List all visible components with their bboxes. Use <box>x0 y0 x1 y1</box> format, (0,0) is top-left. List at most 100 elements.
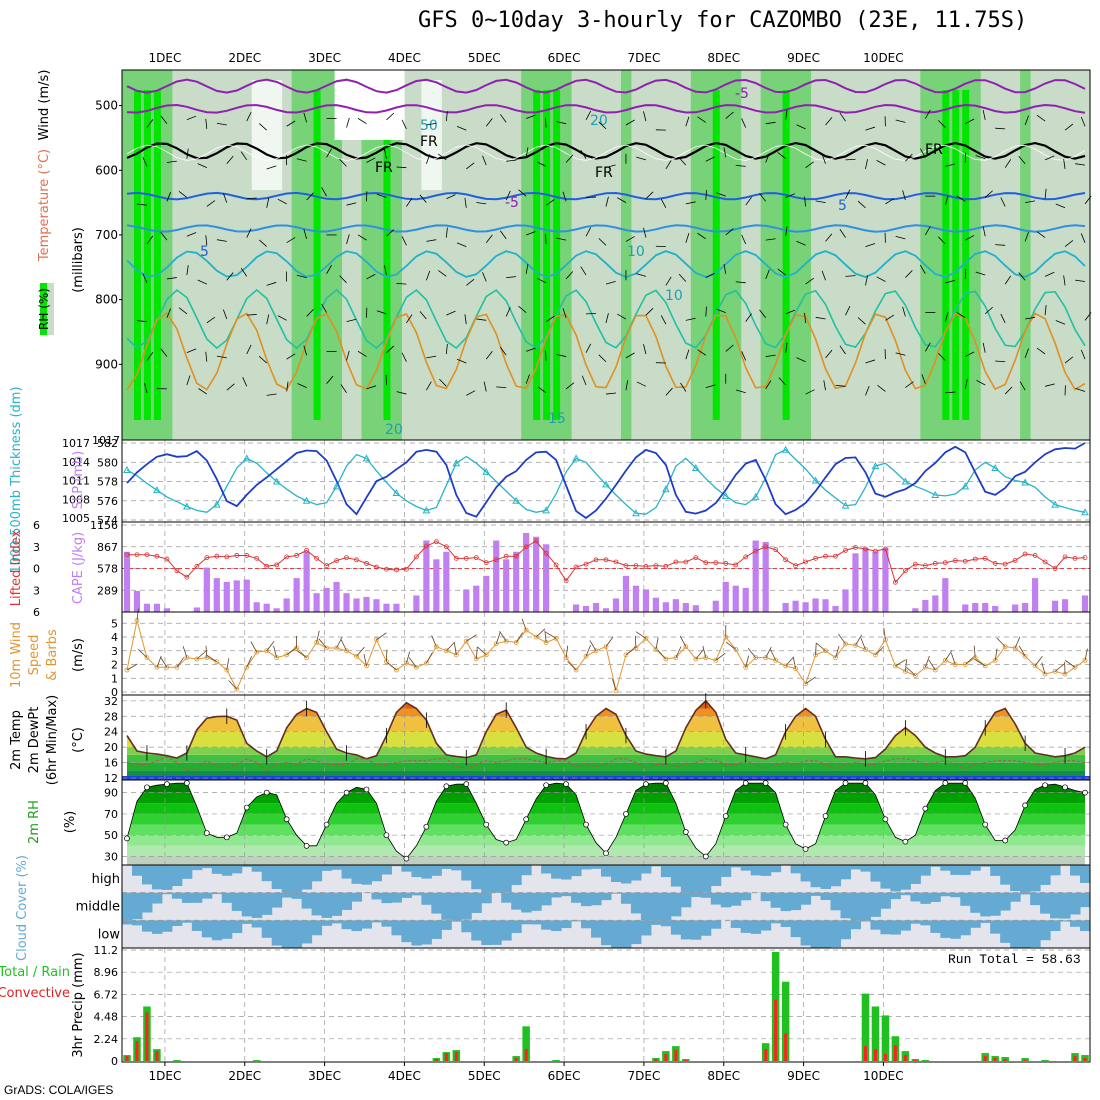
cloud-cell <box>700 920 712 936</box>
rh-marker <box>303 842 310 849</box>
rh-band <box>126 813 1086 825</box>
cloud-cell <box>561 920 572 929</box>
wind-barb <box>144 382 148 393</box>
cloud-cell <box>670 865 682 887</box>
cloud-cell <box>441 920 452 930</box>
cape-bar <box>842 589 849 612</box>
wind-barb <box>406 197 413 207</box>
lifted-index-marker <box>324 563 329 568</box>
wind-barb <box>366 273 376 280</box>
wind-barb <box>982 226 986 237</box>
date-label-bottom: 2DEC <box>228 1069 261 1083</box>
wind-barb <box>464 197 467 208</box>
lifted-index-marker <box>962 558 968 564</box>
wind-barb <box>277 315 287 321</box>
cloud-cell <box>730 920 742 928</box>
wind-barb <box>747 648 757 658</box>
wind-barb <box>1004 159 1012 168</box>
cloud-cell <box>491 920 502 945</box>
rh-marker <box>144 784 150 791</box>
wind-barb <box>857 200 866 209</box>
wind-barb <box>928 659 936 671</box>
rh-marker <box>124 835 130 842</box>
wind-barb <box>386 345 395 353</box>
cape-bar <box>353 598 360 612</box>
wind-barb <box>944 311 949 322</box>
cloud-cell <box>461 865 472 881</box>
cloud-row-label: middle <box>76 900 120 915</box>
cloud-cell <box>840 920 851 940</box>
wind-barb <box>366 157 376 163</box>
cloud-cell <box>820 892 832 901</box>
temp-panel: 12 16 20 24 28 32 2m Temp 2m DewPt (6hr Min/Max)… <box>9 693 1090 785</box>
cloud-cell <box>640 892 652 921</box>
wind-barb <box>136 203 147 206</box>
wind-barb <box>476 318 487 321</box>
wind-barb <box>396 166 407 169</box>
rh-band-dry <box>431 80 442 190</box>
wind-barb <box>240 267 248 277</box>
cape-bar <box>942 578 949 612</box>
y-tick-label-right: 1156 <box>90 519 118 532</box>
wind-speed-marker <box>893 663 898 669</box>
wind-barb <box>580 266 587 276</box>
wind-barb <box>186 148 189 159</box>
lifted-index-marker <box>404 566 409 572</box>
lifted-index-marker <box>543 550 549 556</box>
wind-barb <box>406 651 411 664</box>
cloud-cell <box>1070 865 1081 876</box>
precip-convective-bar <box>524 1049 528 1061</box>
cape-bar <box>433 559 440 612</box>
wind-barb <box>1036 114 1046 122</box>
temp-band <box>126 708 1086 717</box>
rh-marker <box>623 811 629 817</box>
lifted-index-marker <box>304 547 310 553</box>
rh-marker <box>323 821 330 828</box>
cloud-cell <box>660 920 672 927</box>
y-tick-label: 578 <box>97 476 118 489</box>
cloud-cell <box>561 865 572 880</box>
lifted-index-marker <box>603 557 609 563</box>
cloud-cell <box>331 920 343 924</box>
wind-barb <box>895 352 906 356</box>
cape-bar <box>982 602 989 612</box>
precip-total-bar <box>921 1060 930 1061</box>
wind-speed-marker <box>593 648 599 654</box>
lifted-index-marker <box>613 559 619 565</box>
wind-barb <box>446 194 456 200</box>
cloud-cell <box>411 865 422 878</box>
wind-barb <box>445 227 448 238</box>
wind-barb <box>635 631 647 639</box>
wind-speed-marker <box>1032 663 1038 669</box>
wind-barb <box>741 351 747 361</box>
cloud-cell <box>481 892 492 904</box>
date-label-top: 8DEC <box>707 51 740 65</box>
footer-credit: GrADS: COLA/IGES <box>4 1083 114 1097</box>
isotherm-line <box>126 78 1086 94</box>
wind-barb <box>425 154 431 164</box>
ylabel-cape: CAPE (J/kg) <box>71 532 86 604</box>
contour-label: 15 <box>548 411 566 427</box>
wind-barb <box>562 308 567 318</box>
y-tick-label: 6 <box>33 519 40 532</box>
cloud-cell <box>800 892 812 905</box>
cloud-cell <box>151 865 163 890</box>
thickness-marker <box>751 492 760 500</box>
cape-bar <box>123 551 131 612</box>
rh-marker <box>682 829 689 835</box>
lifted-index-marker <box>174 568 180 574</box>
cloud-cell <box>241 920 253 924</box>
wind-barb <box>1055 203 1066 209</box>
wind-barb <box>645 191 654 200</box>
wind-barb <box>266 281 277 286</box>
lifted-index-marker <box>703 560 709 566</box>
wind-barb <box>924 655 930 668</box>
wind-barb <box>745 655 750 668</box>
wind-speed-marker <box>733 646 739 652</box>
wind-barb <box>778 377 786 386</box>
wind-barb <box>1064 660 1076 668</box>
wind-barb <box>401 236 407 246</box>
wind-barb <box>537 386 547 394</box>
cape-bar <box>802 602 809 612</box>
wind-barb <box>956 312 966 319</box>
